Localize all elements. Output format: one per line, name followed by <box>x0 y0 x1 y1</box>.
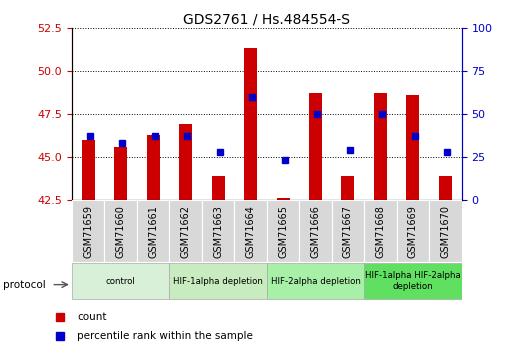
Text: HIF-1alpha HIF-2alpha
depletion: HIF-1alpha HIF-2alpha depletion <box>365 272 461 291</box>
Text: GSM71668: GSM71668 <box>376 205 385 258</box>
FancyBboxPatch shape <box>397 200 429 262</box>
FancyBboxPatch shape <box>299 200 332 262</box>
FancyBboxPatch shape <box>234 200 267 262</box>
Text: HIF-2alpha depletion: HIF-2alpha depletion <box>270 277 361 286</box>
Bar <box>309 93 322 200</box>
Text: GSM71664: GSM71664 <box>246 205 255 258</box>
Bar <box>179 124 192 200</box>
Bar <box>439 176 452 200</box>
Text: HIF-1alpha depletion: HIF-1alpha depletion <box>173 277 263 286</box>
Bar <box>244 48 257 200</box>
Bar <box>277 198 289 200</box>
Bar <box>82 140 94 200</box>
Bar <box>342 176 354 200</box>
Text: GSM71661: GSM71661 <box>148 205 158 258</box>
FancyBboxPatch shape <box>104 200 137 262</box>
FancyBboxPatch shape <box>267 263 364 299</box>
FancyBboxPatch shape <box>267 200 299 262</box>
FancyBboxPatch shape <box>332 200 364 262</box>
FancyBboxPatch shape <box>364 200 397 262</box>
Text: GSM71659: GSM71659 <box>83 205 93 258</box>
Text: GSM71662: GSM71662 <box>181 205 190 258</box>
Text: GSM71669: GSM71669 <box>408 205 418 258</box>
FancyBboxPatch shape <box>364 263 462 299</box>
Bar <box>211 176 225 200</box>
Text: GSM71670: GSM71670 <box>441 205 450 258</box>
FancyBboxPatch shape <box>137 200 169 262</box>
Bar <box>114 147 127 200</box>
Text: GSM71660: GSM71660 <box>115 205 126 258</box>
FancyBboxPatch shape <box>429 200 462 262</box>
Text: GSM71666: GSM71666 <box>310 205 321 258</box>
Title: GDS2761 / Hs.484554-S: GDS2761 / Hs.484554-S <box>183 12 350 27</box>
Text: GSM71665: GSM71665 <box>278 205 288 258</box>
FancyBboxPatch shape <box>169 263 267 299</box>
Text: GSM71667: GSM71667 <box>343 205 353 258</box>
FancyBboxPatch shape <box>72 200 104 262</box>
FancyBboxPatch shape <box>202 200 234 262</box>
FancyBboxPatch shape <box>169 200 202 262</box>
FancyBboxPatch shape <box>72 263 169 299</box>
Text: percentile rank within the sample: percentile rank within the sample <box>77 332 253 341</box>
Text: protocol: protocol <box>3 280 45 289</box>
Bar <box>374 93 387 200</box>
Bar <box>406 95 420 200</box>
Text: GSM71663: GSM71663 <box>213 205 223 258</box>
Text: control: control <box>106 277 135 286</box>
Text: count: count <box>77 313 107 322</box>
Bar <box>147 135 160 200</box>
